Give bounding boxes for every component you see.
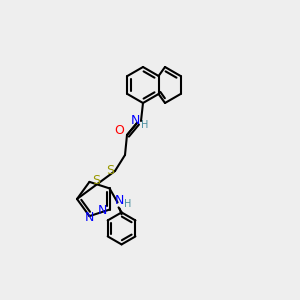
Text: N: N	[130, 113, 140, 127]
Text: N: N	[115, 194, 124, 207]
Text: N: N	[85, 211, 94, 224]
Text: N: N	[98, 204, 107, 217]
Text: H: H	[141, 120, 149, 130]
Text: S: S	[92, 174, 101, 188]
Text: S: S	[106, 164, 114, 176]
Text: O: O	[114, 124, 124, 137]
Text: H: H	[124, 200, 131, 209]
